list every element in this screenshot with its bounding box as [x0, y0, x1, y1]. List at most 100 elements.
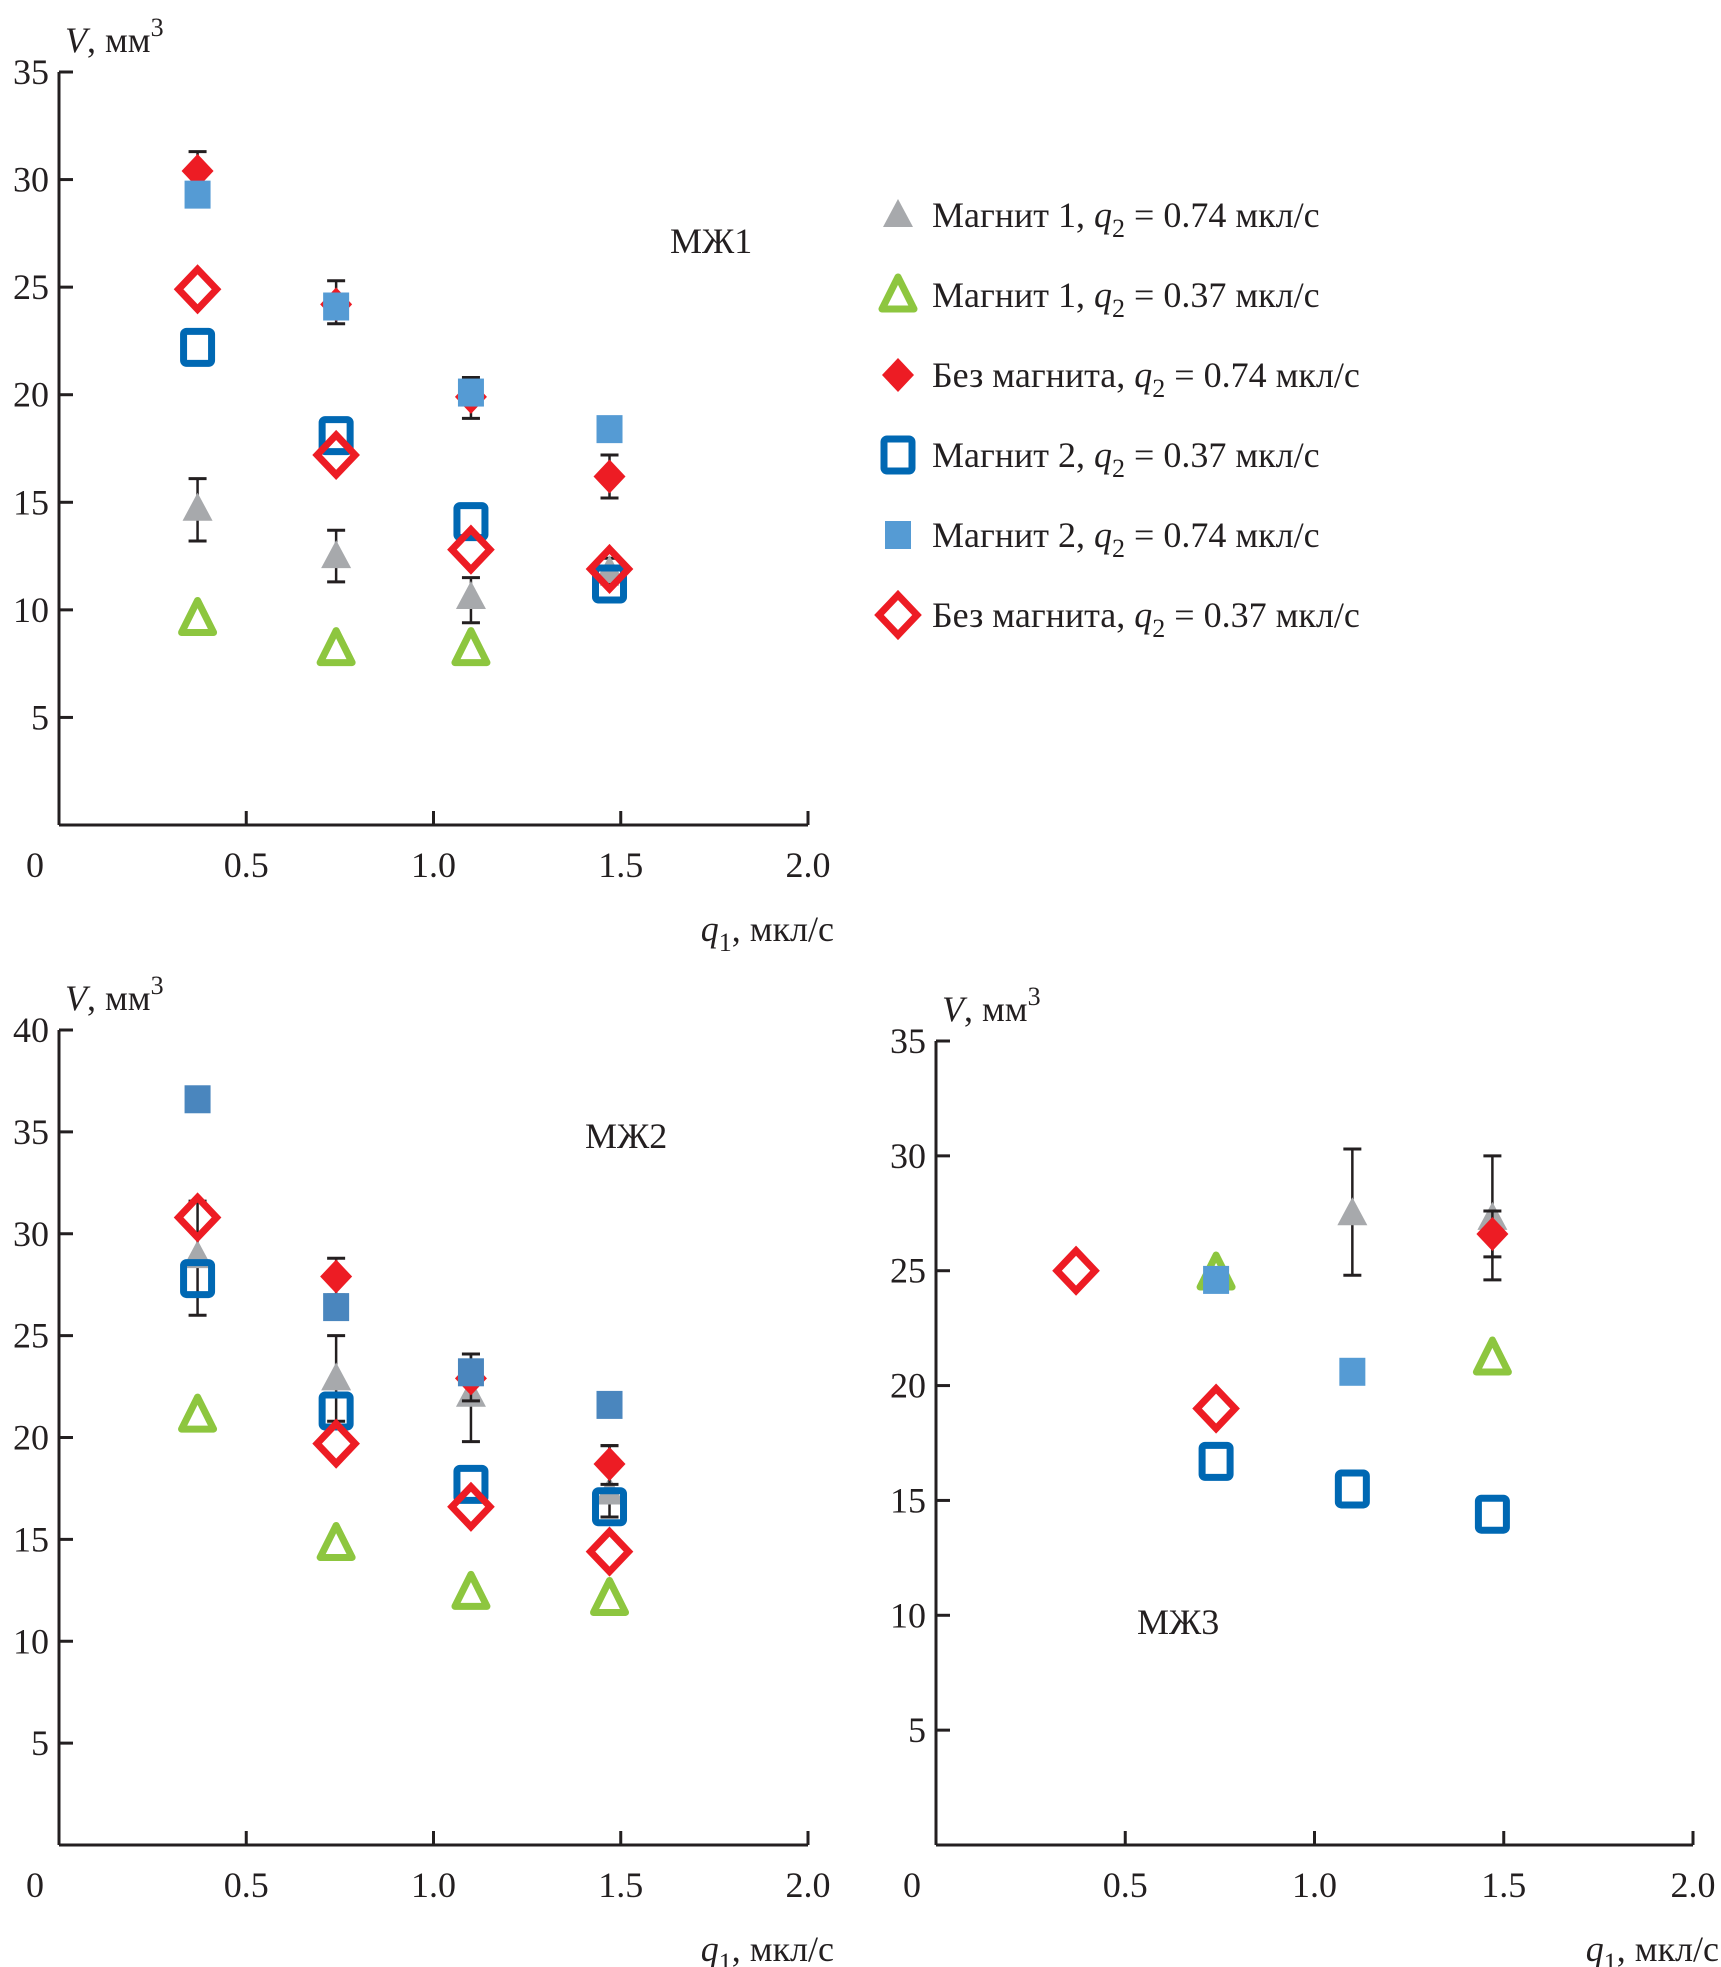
data-point: [323, 1293, 350, 1322]
legend-item: Магнит 1, q2 = 0.74 мкл/с: [883, 195, 1320, 243]
data-point: [1476, 1216, 1509, 1251]
x-tick-label: 1.5: [1481, 1865, 1526, 1905]
legend-item: Магнит 2, q2 = 0.74 мкл/с: [885, 515, 1320, 563]
legend-item: Магнит 1, q2 = 0.37 мкл/с: [878, 273, 1320, 323]
legend-label: Без магнита, q2 = 0.74 мкл/с: [932, 355, 1360, 403]
y-tick-label: 30: [890, 1136, 926, 1176]
x-tick-label: 0: [26, 845, 44, 885]
data-point: [451, 1570, 491, 1610]
y-tick-label: 10: [890, 1595, 926, 1635]
data-point: [173, 264, 222, 315]
data-point: [318, 416, 354, 456]
data-point: [455, 580, 486, 609]
data-point: [451, 627, 491, 667]
data-point: [1474, 1494, 1510, 1534]
y-tick-label: 20: [13, 1418, 49, 1458]
y-tick-label: 15: [13, 1519, 49, 1559]
legend-marker-diamond-open-icon: [874, 589, 922, 641]
series-m2_074: [184, 180, 623, 444]
data-point: [312, 429, 360, 481]
legend-label: Без магнита, q2 = 0.37 мкл/с: [932, 595, 1360, 643]
data-point: [1472, 1336, 1512, 1376]
data-point: [173, 1192, 222, 1243]
data-point: [180, 1259, 216, 1299]
series-m2_037: [180, 327, 628, 604]
legend-item: Магнит 2, q2 = 0.37 мкл/с: [880, 435, 1320, 483]
data-point: [323, 292, 350, 321]
y-tick-label: 15: [890, 1480, 926, 1520]
x-tick-label: 0.5: [224, 845, 269, 885]
data-point: [592, 564, 628, 604]
data-point: [312, 1418, 360, 1469]
x-axis-title: q1, мкл/с: [701, 1929, 834, 1967]
data-point: [596, 1390, 623, 1419]
data-point: [590, 1576, 630, 1616]
data-point: [1198, 1441, 1234, 1481]
y-tick-label: 30: [13, 1214, 49, 1254]
x-axis-title: q1, мкл/с: [701, 909, 834, 957]
x-tick-label: 0: [26, 1865, 44, 1905]
data-point: [593, 459, 626, 494]
legend-item: Без магнита, q2 = 0.74 мкл/с: [882, 355, 1360, 403]
series-m2_074: [184, 1085, 623, 1419]
y-tick-label: 30: [13, 160, 49, 200]
series-m2_037: [1198, 1441, 1510, 1534]
data-point: [593, 1446, 626, 1481]
data-point: [453, 1464, 489, 1504]
y-tick-label: 25: [13, 1316, 49, 1356]
data-point: [1334, 1469, 1370, 1509]
legend-marker-square-open-icon: [880, 435, 916, 475]
data-point: [592, 1487, 628, 1527]
series-nom_037: [1052, 1245, 1240, 1434]
y-tick-label: 10: [13, 590, 49, 630]
data-point: [178, 596, 218, 636]
legend-label: Магнит 1, q2 = 0.37 мкл/с: [932, 275, 1320, 323]
legend-marker-triangle-open-icon: [878, 273, 918, 313]
data-point: [585, 1526, 634, 1577]
data-point: [457, 1358, 484, 1387]
data-point: [457, 378, 484, 407]
y-tick-label: 35: [13, 1112, 49, 1152]
x-tick-label: 1.5: [598, 845, 643, 885]
x-tick-label: 0.5: [224, 1865, 269, 1905]
data-point: [447, 1481, 495, 1532]
legend-marker-square-filled-icon: [885, 521, 911, 549]
legend-label: Магнит 2, q2 = 0.37 мкл/с: [932, 435, 1320, 483]
data-point: [184, 1085, 211, 1114]
y-tick-label: 35: [890, 1021, 926, 1061]
data-point: [596, 415, 623, 444]
y-tick-label: 25: [13, 267, 49, 307]
data-point: [184, 180, 211, 209]
chart-mzh1: 5 10 15 20 25 30 35 0 0.5 1.0 1.5 2.0 V, мм3 q1, мкл/…: [13, 13, 834, 957]
x-tick-label: 2.0: [786, 1865, 831, 1905]
y-tick-label: 35: [13, 52, 49, 92]
x-tick-label: 1.0: [411, 845, 456, 885]
panel-label: МЖ1: [670, 221, 752, 261]
legend-label: Магнит 2, q2 = 0.74 мкл/с: [932, 515, 1320, 563]
y-tick-label: 5: [31, 1723, 49, 1763]
chart-mzh3: 5 10 15 20 25 30 35 0 0.5 1.0 1.5 2.0 V, мм3 q1, мкл/…: [890, 982, 1719, 1967]
series-m1_037: [1196, 1251, 1512, 1376]
x-tick-label: 0: [903, 1865, 921, 1905]
data-point: [453, 502, 489, 542]
y-tick-label: 5: [31, 697, 49, 737]
series-m2_037: [180, 1259, 628, 1527]
y-tick-label: 20: [13, 375, 49, 415]
data-point: [178, 1393, 218, 1433]
y-axis-title: V, мм3: [65, 971, 164, 1018]
legend-item: Без магнита, q2 = 0.37 мкл/с: [874, 589, 1360, 643]
x-tick-label: 1.0: [411, 1865, 456, 1905]
y-axis-title: V, мм3: [65, 13, 164, 60]
series-m1_074: [182, 477, 625, 625]
y-tick-label: 25: [890, 1251, 926, 1291]
data-point: [1203, 1265, 1230, 1294]
x-tick-label: 1.5: [598, 1865, 643, 1905]
series-m1_074: [1337, 1147, 1508, 1282]
data-point: [1192, 1383, 1240, 1434]
x-axis-title: q1, мкл/с: [1586, 1929, 1719, 1967]
data-point: [316, 1521, 356, 1561]
data-point: [321, 540, 352, 569]
x-tick-label: 2.0: [1671, 1865, 1716, 1905]
y-axis-title: V, мм3: [942, 982, 1041, 1029]
